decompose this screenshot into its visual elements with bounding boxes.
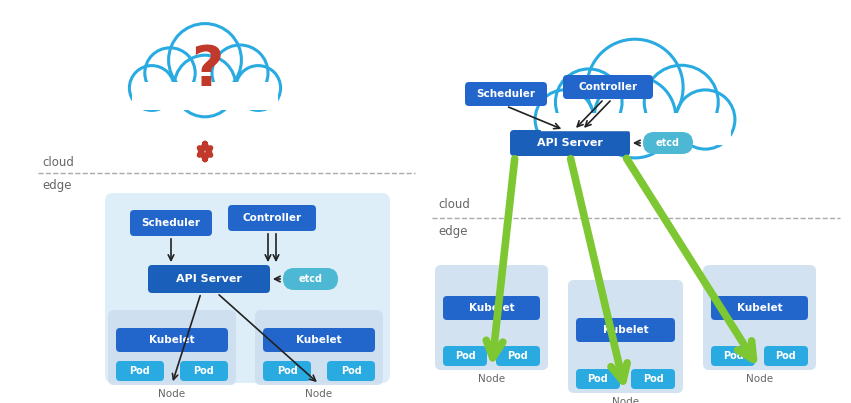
Circle shape <box>594 77 676 158</box>
Text: Kubelet: Kubelet <box>469 303 514 313</box>
FancyBboxPatch shape <box>510 130 630 156</box>
Text: Pod: Pod <box>454 351 476 361</box>
Text: Pod: Pod <box>588 374 608 384</box>
FancyBboxPatch shape <box>228 205 316 231</box>
FancyBboxPatch shape <box>631 369 675 389</box>
Text: Pod: Pod <box>129 366 151 376</box>
Circle shape <box>174 55 236 117</box>
FancyBboxPatch shape <box>576 369 620 389</box>
FancyBboxPatch shape <box>711 296 808 320</box>
Text: Kubelet: Kubelet <box>737 303 782 313</box>
Bar <box>132 55 277 110</box>
FancyBboxPatch shape <box>148 265 270 293</box>
FancyBboxPatch shape <box>568 280 683 393</box>
Text: API Server: API Server <box>537 138 603 148</box>
Text: Pod: Pod <box>643 374 664 384</box>
Text: Controller: Controller <box>243 213 301 223</box>
Text: edge: edge <box>42 179 71 191</box>
Circle shape <box>676 90 735 149</box>
FancyBboxPatch shape <box>435 265 548 370</box>
FancyBboxPatch shape <box>703 265 816 370</box>
Text: Node: Node <box>478 374 505 384</box>
FancyBboxPatch shape <box>116 361 164 381</box>
Text: Pod: Pod <box>277 366 297 376</box>
Text: cloud: cloud <box>42 156 74 168</box>
Text: cloud: cloud <box>438 199 470 212</box>
Text: Controller: Controller <box>579 82 637 92</box>
Text: Kubelet: Kubelet <box>603 325 648 335</box>
Circle shape <box>145 48 195 98</box>
Circle shape <box>212 45 268 101</box>
Text: Node: Node <box>158 389 186 399</box>
Bar <box>539 112 731 145</box>
Text: etcd: etcd <box>656 138 680 148</box>
FancyBboxPatch shape <box>263 361 311 381</box>
Text: etcd: etcd <box>299 274 323 284</box>
Circle shape <box>236 66 281 110</box>
Text: ?: ? <box>191 43 223 97</box>
Text: API Server: API Server <box>176 274 242 284</box>
Text: Kubelet: Kubelet <box>149 335 195 345</box>
FancyBboxPatch shape <box>443 296 540 320</box>
FancyBboxPatch shape <box>643 132 693 154</box>
FancyBboxPatch shape <box>116 328 228 352</box>
Text: Pod: Pod <box>722 351 744 361</box>
FancyBboxPatch shape <box>443 346 487 366</box>
Circle shape <box>168 24 242 96</box>
FancyBboxPatch shape <box>563 75 653 99</box>
FancyBboxPatch shape <box>283 268 338 290</box>
Text: Pod: Pod <box>775 351 797 361</box>
Circle shape <box>644 65 718 139</box>
Text: Scheduler: Scheduler <box>141 218 201 228</box>
Circle shape <box>535 90 594 149</box>
Text: Pod: Pod <box>340 366 362 376</box>
Text: Kubelet: Kubelet <box>296 335 342 345</box>
Bar <box>132 82 277 110</box>
FancyBboxPatch shape <box>130 210 212 236</box>
Bar <box>539 81 731 145</box>
FancyBboxPatch shape <box>496 346 540 366</box>
Text: Pod: Pod <box>508 351 528 361</box>
FancyBboxPatch shape <box>108 310 236 385</box>
FancyBboxPatch shape <box>263 328 375 352</box>
FancyBboxPatch shape <box>255 310 383 385</box>
Text: edge: edge <box>438 226 467 239</box>
Text: Scheduler: Scheduler <box>477 89 535 99</box>
FancyBboxPatch shape <box>576 318 675 342</box>
FancyBboxPatch shape <box>465 82 547 106</box>
FancyBboxPatch shape <box>105 193 390 383</box>
Circle shape <box>129 66 174 110</box>
FancyBboxPatch shape <box>327 361 375 381</box>
Circle shape <box>556 69 622 135</box>
Text: Node: Node <box>612 397 639 403</box>
Text: Node: Node <box>306 389 333 399</box>
Text: Pod: Pod <box>194 366 214 376</box>
Circle shape <box>587 39 683 135</box>
Text: Node: Node <box>746 374 773 384</box>
FancyBboxPatch shape <box>764 346 808 366</box>
FancyBboxPatch shape <box>711 346 755 366</box>
FancyBboxPatch shape <box>180 361 228 381</box>
